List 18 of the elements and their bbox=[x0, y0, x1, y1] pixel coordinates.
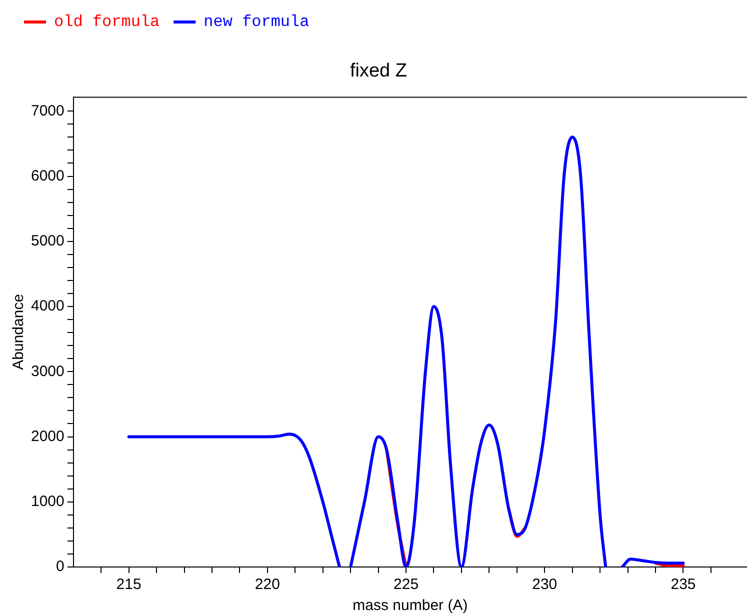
y-tick-label: 7000 bbox=[30, 102, 64, 120]
legend-label: old formula bbox=[54, 13, 160, 32]
y-tick-label: 1000 bbox=[30, 493, 64, 510]
x-axis-title: mass number (A) bbox=[352, 597, 468, 614]
y-tick-label: 5000 bbox=[30, 232, 64, 250]
x-tick-label: 225 bbox=[394, 576, 419, 594]
legend-label: new formula bbox=[204, 13, 310, 32]
y-tick-label: 2000 bbox=[30, 428, 64, 445]
x-tick-label: 215 bbox=[116, 576, 142, 594]
y-tick-label: 3000 bbox=[30, 362, 64, 380]
x-tick-label: 220 bbox=[254, 576, 280, 594]
y-tick-label: 4000 bbox=[30, 298, 64, 315]
y-tick-label: 0 bbox=[56, 558, 64, 576]
x-tick-label: 230 bbox=[532, 576, 558, 594]
y-axis-title: Abundance bbox=[10, 294, 28, 370]
y-tick-label: 6000 bbox=[30, 167, 64, 184]
chart-title: fixed Z bbox=[350, 60, 408, 82]
x-tick-label: 235 bbox=[670, 576, 696, 594]
